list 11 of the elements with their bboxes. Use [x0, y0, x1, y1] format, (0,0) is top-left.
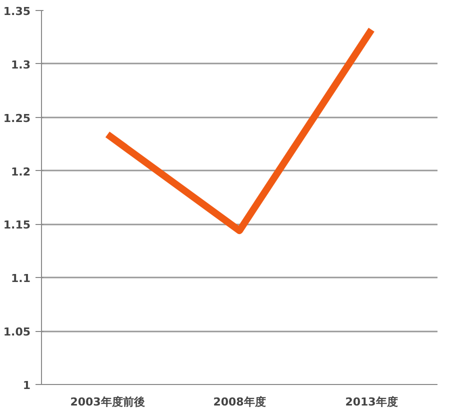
y-tick-label: 1.05 — [3, 326, 30, 339]
x-tick-label: 2008年度 — [213, 396, 266, 408]
x-tick-label: 2013年度 — [345, 396, 398, 408]
y-tick-label: 1.2 — [11, 165, 31, 178]
y-tick-label: 1.3 — [11, 58, 31, 72]
y-tick-label: 1.25 — [3, 112, 30, 125]
y-tick-label: 1.15 — [3, 218, 30, 232]
y-tick-label: 1 — [22, 379, 30, 392]
x-tick-label: 2003年度前後 — [70, 396, 145, 408]
y-tick-label: 1.1 — [11, 272, 31, 286]
y-tick-label: 1.35 — [3, 5, 30, 18]
